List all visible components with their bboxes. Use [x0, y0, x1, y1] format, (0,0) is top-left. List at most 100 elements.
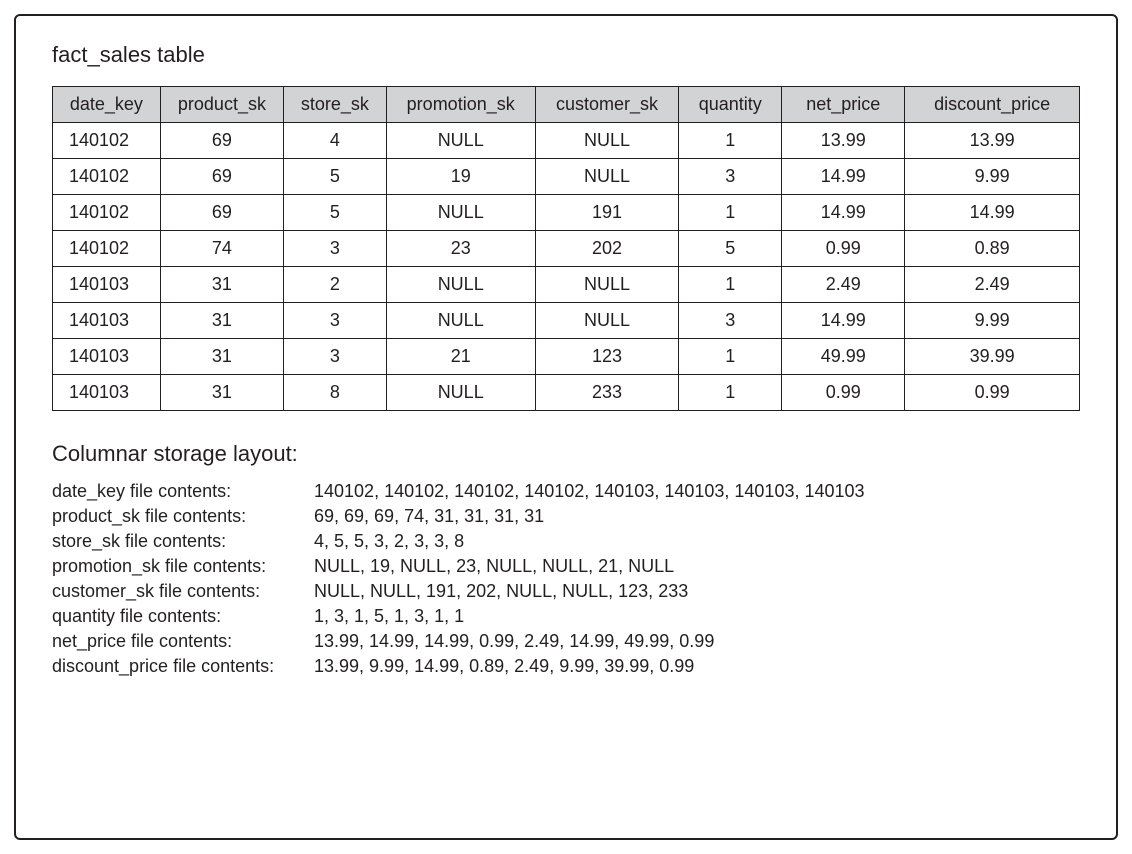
table-cell: 69	[160, 159, 283, 195]
table-cell: 21	[386, 339, 535, 375]
table-cell: 14.99	[782, 303, 905, 339]
table-cell: 0.99	[905, 375, 1080, 411]
table-cell: 5	[679, 231, 782, 267]
table-row: 14010269519NULL314.999.99	[53, 159, 1080, 195]
columnar-values: NULL, NULL, 191, 202, NULL, NULL, 123, 2…	[314, 581, 1080, 602]
table-cell: 13.99	[782, 123, 905, 159]
table-cell: 2.49	[905, 267, 1080, 303]
table-cell: 1	[679, 123, 782, 159]
table-cell: 0.89	[905, 231, 1080, 267]
table-cell: 14.99	[782, 159, 905, 195]
columnar-layout: date_key file contents:140102, 140102, 1…	[52, 481, 1080, 677]
table-row: 140102694NULLNULL113.9913.99	[53, 123, 1080, 159]
table-cell: 31	[160, 375, 283, 411]
table-cell: 14.99	[905, 195, 1080, 231]
table-cell: 140103	[53, 375, 161, 411]
table-header-row: date_keyproduct_skstore_skpromotion_skcu…	[53, 87, 1080, 123]
table-cell: 2	[284, 267, 387, 303]
table-cell: 49.99	[782, 339, 905, 375]
table-cell: 3	[679, 159, 782, 195]
column-header: quantity	[679, 87, 782, 123]
table-cell: 0.99	[782, 375, 905, 411]
table-cell: 31	[160, 303, 283, 339]
table-cell: 1	[679, 339, 782, 375]
table-cell: NULL	[386, 375, 535, 411]
column-header: customer_sk	[535, 87, 679, 123]
table-cell: 9.99	[905, 159, 1080, 195]
table-cell: NULL	[535, 123, 679, 159]
table-head: date_keyproduct_skstore_skpromotion_skcu…	[53, 87, 1080, 123]
column-header: product_sk	[160, 87, 283, 123]
table-cell: 19	[386, 159, 535, 195]
table-title: fact_sales table	[52, 42, 1080, 68]
fact-sales-table: date_keyproduct_skstore_skpromotion_skcu…	[52, 86, 1080, 411]
table-cell: 3	[284, 303, 387, 339]
table-cell: 31	[160, 339, 283, 375]
columnar-label: store_sk file contents:	[52, 531, 314, 552]
columnar-label: promotion_sk file contents:	[52, 556, 314, 577]
diagram-frame: fact_sales table date_keyproduct_skstore…	[14, 14, 1118, 840]
table-cell: 3	[284, 339, 387, 375]
table-cell: 31	[160, 267, 283, 303]
table-cell: 23	[386, 231, 535, 267]
columnar-values: 140102, 140102, 140102, 140102, 140103, …	[314, 481, 1080, 502]
columnar-values: 13.99, 14.99, 14.99, 0.99, 2.49, 14.99, …	[314, 631, 1080, 652]
columnar-label: discount_price file contents:	[52, 656, 314, 677]
columnar-values: 1, 3, 1, 5, 1, 3, 1, 1	[314, 606, 1080, 627]
columnar-label: quantity file contents:	[52, 606, 314, 627]
table-cell: 140102	[53, 231, 161, 267]
columnar-values: 4, 5, 5, 3, 2, 3, 3, 8	[314, 531, 1080, 552]
table-cell: 3	[284, 231, 387, 267]
table-cell: NULL	[535, 303, 679, 339]
table-row: 1401027432320250.990.89	[53, 231, 1080, 267]
table-cell: 1	[679, 267, 782, 303]
table-cell: 74	[160, 231, 283, 267]
table-cell: 140102	[53, 159, 161, 195]
column-header: promotion_sk	[386, 87, 535, 123]
table-cell: 0.99	[782, 231, 905, 267]
table-row: 140102695NULL191114.9914.99	[53, 195, 1080, 231]
table-cell: 14.99	[782, 195, 905, 231]
table-cell: 13.99	[905, 123, 1080, 159]
table-cell: 3	[679, 303, 782, 339]
table-cell: 140103	[53, 339, 161, 375]
table-cell: 8	[284, 375, 387, 411]
columnar-title: Columnar storage layout:	[52, 441, 1080, 467]
table-cell: NULL	[386, 303, 535, 339]
columnar-label: net_price file contents:	[52, 631, 314, 652]
table-body: 140102694NULLNULL113.9913.9914010269519N…	[53, 123, 1080, 411]
table-row: 140103318NULL23310.990.99	[53, 375, 1080, 411]
table-row: 140103312NULLNULL12.492.49	[53, 267, 1080, 303]
table-row: 14010331321123149.9939.99	[53, 339, 1080, 375]
table-cell: NULL	[386, 195, 535, 231]
columnar-label: customer_sk file contents:	[52, 581, 314, 602]
table-cell: 5	[284, 159, 387, 195]
table-cell: NULL	[386, 123, 535, 159]
table-cell: 1	[679, 375, 782, 411]
table-cell: NULL	[535, 159, 679, 195]
table-cell: 140103	[53, 267, 161, 303]
column-header: net_price	[782, 87, 905, 123]
table-cell: 233	[535, 375, 679, 411]
table-cell: 202	[535, 231, 679, 267]
table-cell: 2.49	[782, 267, 905, 303]
table-cell: 4	[284, 123, 387, 159]
table-cell: 69	[160, 123, 283, 159]
table-cell: 69	[160, 195, 283, 231]
table-cell: 140102	[53, 123, 161, 159]
columnar-values: NULL, 19, NULL, 23, NULL, NULL, 21, NULL	[314, 556, 1080, 577]
columnar-label: date_key file contents:	[52, 481, 314, 502]
column-header: store_sk	[284, 87, 387, 123]
columnar-values: 13.99, 9.99, 14.99, 0.89, 2.49, 9.99, 39…	[314, 656, 1080, 677]
table-cell: 1	[679, 195, 782, 231]
table-cell: 5	[284, 195, 387, 231]
table-cell: 140103	[53, 303, 161, 339]
table-cell: 123	[535, 339, 679, 375]
table-cell: NULL	[386, 267, 535, 303]
column-header: date_key	[53, 87, 161, 123]
table-cell: 39.99	[905, 339, 1080, 375]
columnar-values: 69, 69, 69, 74, 31, 31, 31, 31	[314, 506, 1080, 527]
table-row: 140103313NULLNULL314.999.99	[53, 303, 1080, 339]
table-cell: 140102	[53, 195, 161, 231]
columnar-label: product_sk file contents:	[52, 506, 314, 527]
